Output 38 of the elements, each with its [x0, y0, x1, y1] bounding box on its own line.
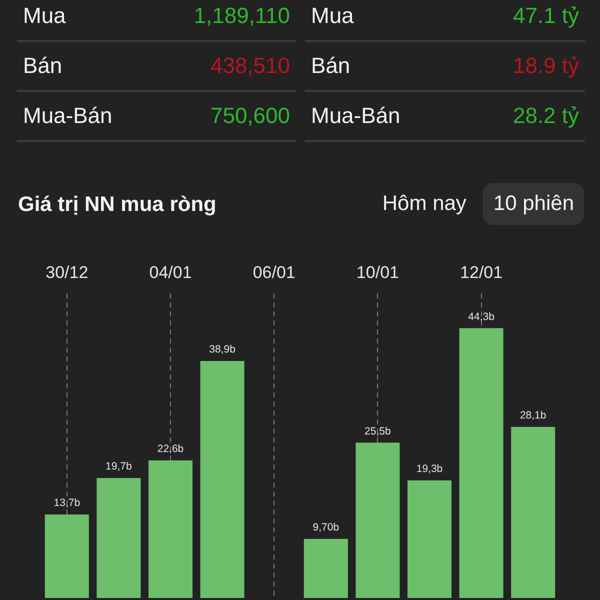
data-label: 38,9b	[209, 344, 236, 356]
text: 18.9 tỷ	[512, 52, 579, 80]
text: Hôm nay	[382, 192, 466, 215]
data-label: 44,3b	[468, 310, 495, 323]
bar	[148, 460, 193, 598]
bar	[356, 442, 400, 598]
bar	[44, 514, 89, 598]
data-label: 28,1b	[520, 409, 546, 422]
x-tick-label: 04/01	[149, 262, 192, 282]
text: Mua	[311, 2, 354, 30]
text: 47.1 tỷ	[512, 2, 579, 30]
text: 1,189,110	[194, 2, 290, 30]
bar	[459, 328, 504, 598]
x-tick-label: 12/01	[460, 262, 503, 282]
text: Bán	[23, 52, 62, 80]
data-label: 13,7b	[54, 497, 80, 510]
text: Mua-Bán	[311, 102, 400, 130]
bar	[511, 426, 556, 598]
x-tick-label: 06/01	[252, 262, 296, 282]
data-label: 19,7b	[106, 460, 132, 473]
bar	[304, 538, 348, 598]
bar	[407, 480, 452, 598]
text: Mua-Bán	[23, 102, 112, 130]
bar	[200, 361, 244, 598]
bar	[96, 478, 141, 598]
data-label: 19,3b	[416, 463, 443, 476]
x-tick-label: 30/12	[46, 262, 88, 282]
text: 750,600	[210, 102, 290, 130]
x-tick-label: 10/01	[356, 262, 399, 282]
text: Bán	[311, 52, 350, 80]
text: 28.2 tỷ	[512, 102, 579, 130]
text: 10 phiên	[493, 192, 574, 215]
text: 438,510	[210, 52, 290, 80]
data-label: 25,5b	[364, 425, 391, 438]
data-label: 22,6b	[157, 442, 184, 455]
data-label: 9,70b	[312, 522, 340, 534]
chart-title: Giá trị NN mua ròng	[18, 192, 216, 218]
text: Mua	[23, 2, 66, 30]
